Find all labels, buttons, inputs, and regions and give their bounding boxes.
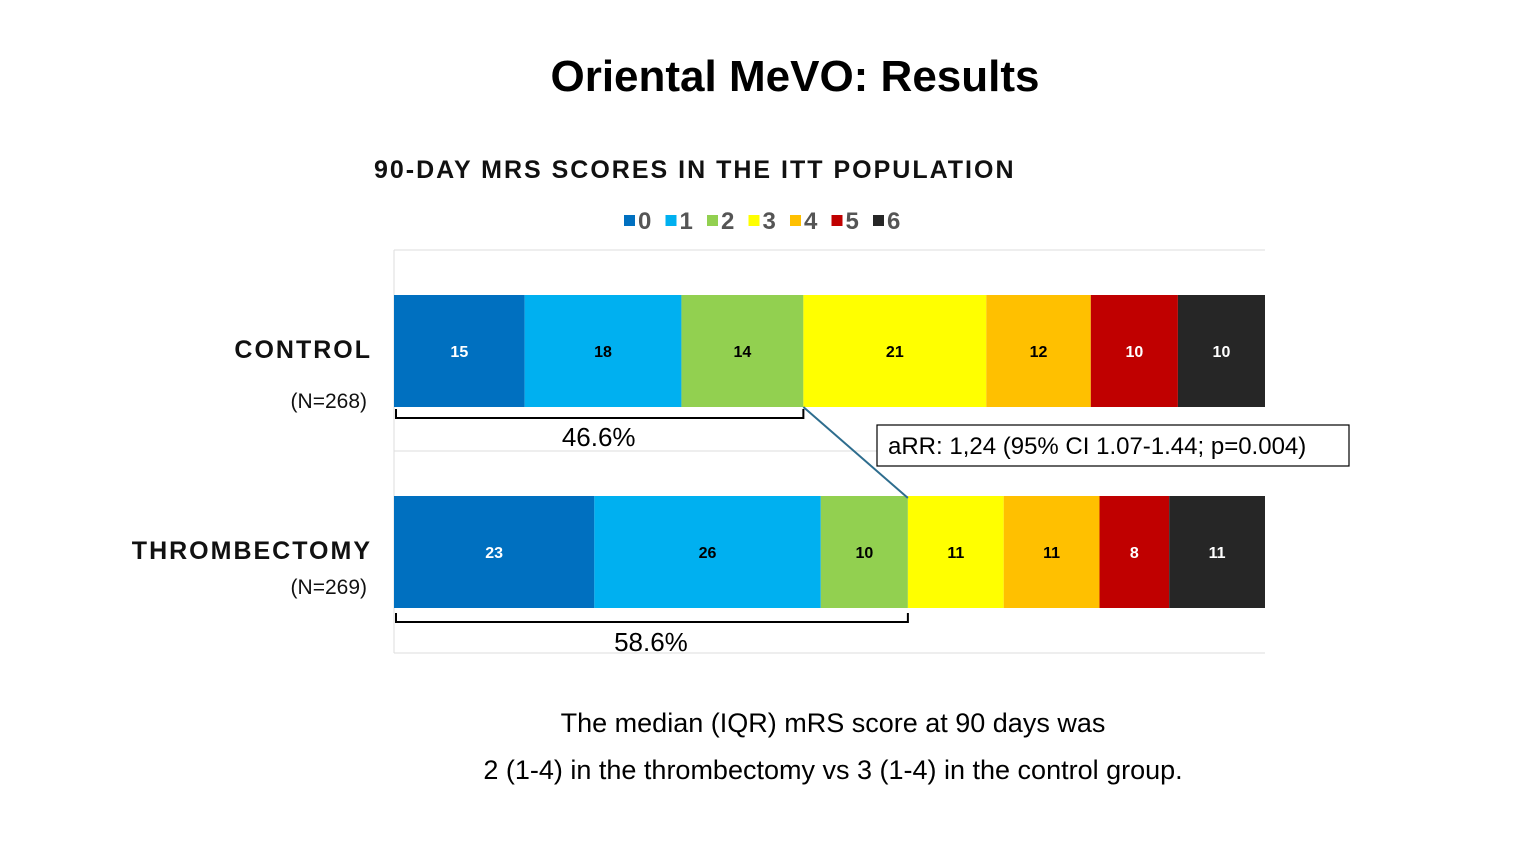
data-label: 10 xyxy=(1213,344,1231,361)
bar-segment xyxy=(394,496,595,608)
category-label: THROMBECTOMY xyxy=(132,537,372,565)
legend-label: 4 xyxy=(804,208,818,235)
data-label: 8 xyxy=(1130,545,1139,562)
legend-label: 2 xyxy=(721,208,734,235)
legend-swatch xyxy=(873,215,884,226)
chart-title: 90-DAY MRS SCORES IN THE ITT POPULATION xyxy=(374,156,1016,184)
bar-segment xyxy=(524,295,682,407)
bar-segment xyxy=(1090,295,1178,407)
legend-label: 3 xyxy=(763,208,776,235)
category-n-label: (N=269) xyxy=(291,576,367,599)
bar-segment xyxy=(1099,496,1170,608)
legend-swatch xyxy=(624,215,635,226)
annotation-box xyxy=(876,424,1350,467)
page-title: Oriental MeVO: Results xyxy=(550,52,1040,101)
data-label: 26 xyxy=(699,545,717,562)
legend-label: 5 xyxy=(846,208,859,235)
bar-segment xyxy=(986,295,1091,407)
data-label: 23 xyxy=(485,545,503,562)
legend-swatch xyxy=(831,215,843,226)
legend-label: 6 xyxy=(887,208,900,235)
data-label: 11 xyxy=(1043,545,1060,562)
footnote-line-2: 2 (1-4) in the thrombectomy vs 3 (1-4) i… xyxy=(483,755,1183,785)
bar-segment xyxy=(1003,496,1100,608)
bar-segment xyxy=(907,496,1004,608)
data-label: 14 xyxy=(734,344,752,361)
data-label: 11 xyxy=(947,545,964,562)
data-label: 12 xyxy=(1030,344,1048,361)
annotation-text: aRR: 1,24 (95% CI 1.07-1.44; p=0.004) xyxy=(888,433,1306,460)
data-label: 10 xyxy=(855,545,873,562)
bracket xyxy=(395,613,909,623)
bar-segment xyxy=(394,295,525,407)
bracket-label: 58.6% xyxy=(614,627,688,657)
bar-segment xyxy=(681,295,804,407)
legend-label: 0 xyxy=(638,208,651,235)
data-label: 15 xyxy=(450,344,468,361)
data-label: 10 xyxy=(1125,344,1143,361)
bracket-label: 46.6% xyxy=(562,422,636,452)
connector-line xyxy=(802,406,909,499)
data-label: 21 xyxy=(886,344,904,361)
bracket xyxy=(395,409,805,419)
bar-segment xyxy=(803,295,987,407)
legend-label: 1 xyxy=(680,208,693,235)
legend-swatch xyxy=(665,215,677,226)
bar-segment xyxy=(594,496,821,608)
category-label: CONTROL xyxy=(234,336,372,364)
data-label: 18 xyxy=(594,344,612,361)
legend-swatch xyxy=(790,215,801,226)
bar-segment xyxy=(1177,295,1265,407)
data-label: 11 xyxy=(1209,545,1226,562)
legend-swatch xyxy=(707,215,718,226)
category-n-label: (N=268) xyxy=(291,390,367,413)
bar-segment xyxy=(820,496,908,608)
legend-swatch xyxy=(748,215,760,226)
footnote-line-1: The median (IQR) mRS score at 90 days wa… xyxy=(560,708,1106,738)
bar-segment xyxy=(1169,496,1265,608)
